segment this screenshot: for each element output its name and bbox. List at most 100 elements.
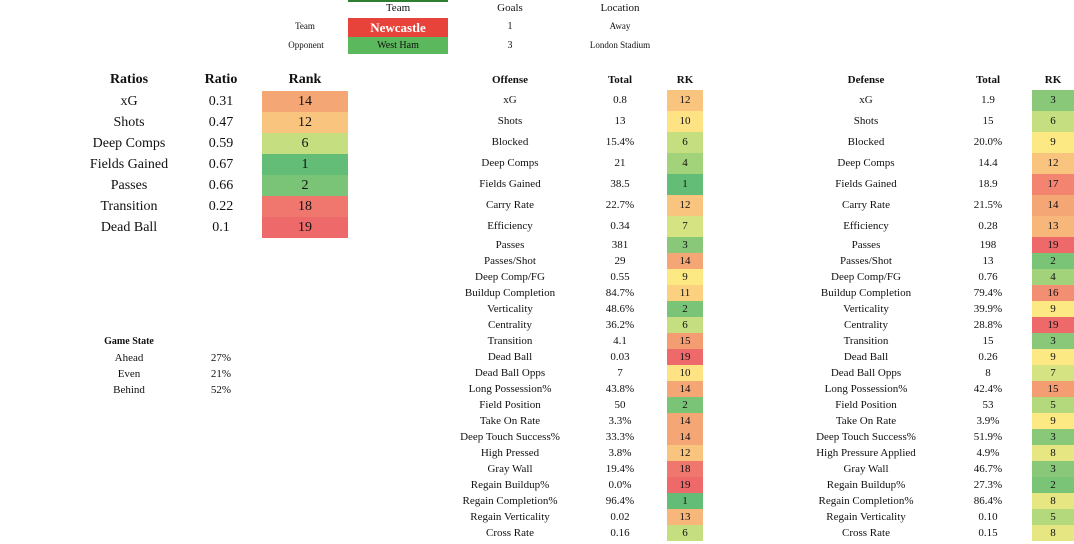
defense-row-total: 79.4% (973, 287, 1003, 299)
ratio-row-name: xG (120, 94, 138, 109)
defense-row-total: 51.9% (973, 431, 1003, 443)
offense-header-rk: RK (676, 74, 694, 86)
offense-row-name: Transition (487, 335, 533, 347)
offense-row-name: Buildup Completion (464, 287, 556, 299)
defense-row-total: 21.5% (973, 199, 1003, 211)
offense-row-name: Efficiency (487, 220, 533, 232)
defense-row-name: Verticality (843, 303, 889, 315)
ratios-header-rank: Rank (288, 72, 322, 87)
offense-row-name: Verticality (487, 303, 533, 315)
offense-row-rank: 12 (667, 195, 703, 216)
offense-row-rank: 2 (667, 301, 703, 317)
defense-row-name: Shots (853, 115, 879, 127)
offense-row-name: Field Position (479, 399, 541, 411)
offense-row-name: Cross Rate (486, 527, 534, 539)
defense-row-name: Cross Rate (842, 527, 890, 539)
defense-row-total: 46.7% (973, 463, 1003, 475)
game-state-value: 27% (210, 352, 232, 364)
defense-row-rank: 16 (1032, 285, 1074, 301)
offense-row-rank: 6 (667, 525, 703, 541)
ratios-header-name: Ratios (109, 72, 149, 87)
defense-row-rank: 9 (1032, 413, 1074, 429)
defense-row-total: 13 (982, 255, 994, 267)
opponent-goals: 3 (507, 40, 513, 51)
ratio-row-rank: 2 (262, 175, 348, 196)
defense-row-total: 18.9 (978, 178, 998, 190)
ratio-row-name: Deep Comps (92, 136, 166, 151)
defense-row-name: Regain Completion% (818, 495, 914, 507)
ratio-row-rank: 6 (262, 133, 348, 154)
offense-row-total: 0.02 (610, 511, 630, 523)
defense-row-name: Passes/Shot (840, 255, 892, 267)
offense-row-total: 3.3% (608, 415, 632, 427)
defense-row-name: Fields Gained (835, 178, 897, 190)
defense-row-rank: 12 (1032, 153, 1074, 174)
offense-row-name: Dead Ball (487, 351, 533, 363)
offense-row-name: Deep Comps (481, 157, 539, 169)
ratio-row-rank: 1 (262, 154, 348, 175)
defense-row-rank: 7 (1032, 365, 1074, 381)
defense-row-total: 198 (979, 239, 997, 251)
offense-row-rank: 1 (667, 493, 703, 509)
offense-row-name: Regain Buildup% (470, 479, 550, 491)
defense-row-total: 4.9% (976, 447, 1000, 459)
defense-row-name: Dead Ball (843, 351, 889, 363)
defense-row-total: 8 (985, 367, 991, 379)
ratio-row-value: 0.66 (208, 178, 234, 193)
game-state-label: Behind (113, 384, 145, 396)
header-team-top-border (348, 0, 448, 2)
offense-row-rank: 10 (667, 111, 703, 132)
offense-row-name: Passes (495, 239, 525, 251)
ratio-row-name: Transition (100, 199, 158, 214)
defense-row-name: Transition (843, 335, 889, 347)
defense-row-name: High Pressure Applied (816, 447, 916, 459)
team-label: Team (295, 21, 315, 31)
defense-row-rank: 19 (1032, 317, 1074, 333)
offense-row-name: Regain Verticality (470, 511, 550, 523)
offense-row-total: 33.3% (605, 431, 635, 443)
defense-row-rank: 9 (1032, 301, 1074, 317)
offense-row-total: 381 (611, 239, 629, 251)
defense-row-name: Carry Rate (842, 199, 890, 211)
defense-row-total: 0.15 (978, 527, 998, 539)
defense-row-rank: 17 (1032, 174, 1074, 195)
defense-row-total: 0.26 (978, 351, 998, 363)
defense-row-rank: 4 (1032, 269, 1074, 285)
defense-row-rank: 3 (1032, 333, 1074, 349)
ratio-row-value: 0.47 (208, 115, 234, 130)
ratio-row-value: 0.31 (208, 94, 234, 109)
defense-row-total: 53 (982, 399, 994, 411)
offense-row-name: Deep Touch Success% (460, 431, 560, 443)
defense-row-total: 14.4 (978, 157, 998, 169)
offense-header-name: Offense (491, 74, 529, 86)
game-state-label: Even (117, 368, 141, 380)
offense-row-total: 3.8% (608, 447, 632, 459)
offense-row-rank: 19 (667, 477, 703, 493)
offense-row-name: Carry Rate (486, 199, 534, 211)
defense-row-total: 39.9% (973, 303, 1003, 315)
defense-row-rank: 2 (1032, 253, 1074, 269)
defense-row-total: 15 (982, 115, 994, 127)
defense-row-rank: 9 (1032, 132, 1074, 153)
defense-row-rank: 2 (1032, 477, 1074, 493)
offense-row-rank: 3 (667, 237, 703, 253)
defense-row-name: Take On Rate (835, 415, 897, 427)
offense-row-name: High Pressed (480, 447, 540, 459)
ratio-row-name: Fields Gained (89, 157, 169, 172)
offense-row-name: Regain Completion% (462, 495, 558, 507)
offense-row-total: 84.7% (605, 287, 635, 299)
defense-row-name: Efficiency (843, 220, 889, 232)
offense-row-rank: 10 (667, 365, 703, 381)
offense-row-rank: 13 (667, 509, 703, 525)
offense-row-total: 7 (617, 367, 623, 379)
header-col-team: Team (385, 2, 411, 14)
defense-row-name: Regain Buildup% (826, 479, 906, 491)
defense-row-name: Passes (851, 239, 881, 251)
defense-row-rank: 8 (1032, 525, 1074, 541)
defense-row-rank: 9 (1032, 349, 1074, 365)
game-state-title: Game State (104, 336, 154, 347)
offense-row-total: 21 (614, 157, 626, 169)
offense-row-total: 4.1 (613, 335, 627, 347)
defense-row-name: Dead Ball Opps (830, 367, 902, 379)
team-goals: 1 (507, 21, 513, 32)
